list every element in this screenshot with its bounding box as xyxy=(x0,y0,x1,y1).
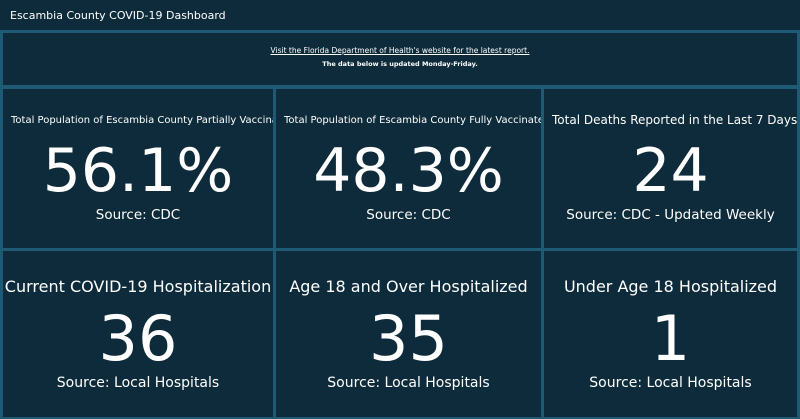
card-under-18-hospitalized: Under Age 18 Hospitalized 1 Source: Loca… xyxy=(544,251,797,417)
update-schedule-text: The data below is updated Monday-Friday. xyxy=(322,60,478,68)
card-source: Source: CDC xyxy=(95,207,181,223)
card-title: Total Deaths Reported in the Last 7 Days xyxy=(552,113,797,127)
card-source: Source: CDC - Updated Weekly xyxy=(566,207,775,223)
card-title: Under Age 18 Hospitalized xyxy=(563,277,778,296)
card-source: Source: Local Hospitals xyxy=(56,375,220,391)
card-title: Current COVID-19 Hospitalization xyxy=(4,277,272,296)
card-value: 36 xyxy=(98,302,178,375)
card-source: Source: CDC xyxy=(366,207,451,223)
card-title: Age 18 and Over Hospitalized xyxy=(289,277,528,296)
card-fully-vaccinated: Total Population of Escambia County Full… xyxy=(276,89,541,248)
fdoh-report-link[interactable]: Visit the Florida Department of Health's… xyxy=(270,46,530,55)
card-title: Total Population of Escambia County Full… xyxy=(284,115,541,126)
card-source: Source: Local Hospitals xyxy=(327,375,490,391)
card-source: Source: Local Hospitals xyxy=(589,375,752,391)
card-title: Total Population of Escambia County Part… xyxy=(11,115,273,126)
card-value: 48.3% xyxy=(313,136,504,206)
dashboard-header: Escambia County COVID-19 Dashboard xyxy=(0,0,800,30)
card-partially-vaccinated: Total Population of Escambia County Part… xyxy=(3,89,273,248)
card-value: 35 xyxy=(369,302,448,375)
dashboard-title: Escambia County COVID-19 Dashboard xyxy=(10,8,226,22)
card-current-hospitalization: Current COVID-19 Hospitalization 36 Sour… xyxy=(3,251,273,417)
card-value: 56.1% xyxy=(42,136,234,206)
card-deaths-last-7-days: Total Deaths Reported in the Last 7 Days… xyxy=(544,89,797,248)
card-value: 1 xyxy=(650,302,691,375)
card-value: 24 xyxy=(632,136,709,206)
notice-panel: Visit the Florida Department of Health's… xyxy=(3,33,797,85)
card-age-18-over-hospitalized: Age 18 and Over Hospitalized 35 Source: … xyxy=(276,251,541,417)
